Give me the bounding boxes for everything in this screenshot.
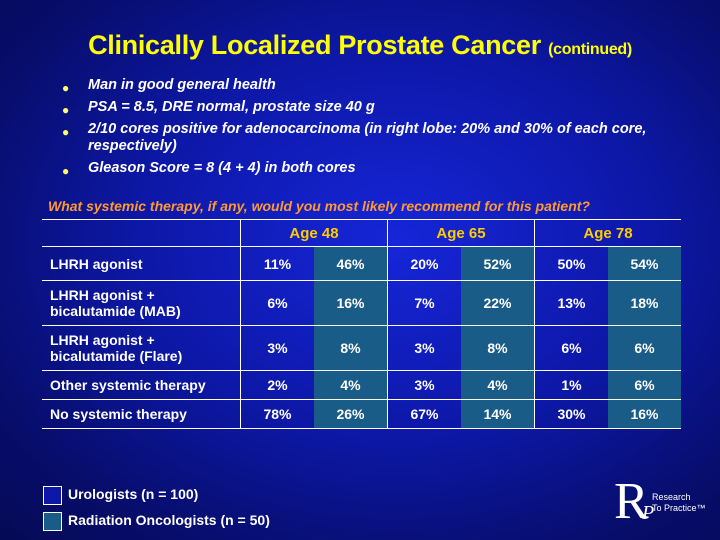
- cell-urologists-48: 2%: [240, 370, 314, 400]
- bullet-icon: ●: [62, 125, 70, 139]
- cell-radonc-78: 18%: [608, 280, 681, 326]
- table-row: LHRH agonist 11% 46% 20% 52% 50% 54%: [42, 246, 681, 281]
- cell-urologists-78: 50%: [534, 246, 608, 281]
- cell-radonc-78: 16%: [608, 399, 681, 429]
- cell-urologists-65: 20%: [387, 246, 461, 281]
- table-row: LHRH agonist + bicalutamide (Flare) 3% 8…: [42, 325, 681, 371]
- cell-urologists-78: 30%: [534, 399, 608, 429]
- bullet-icon: ●: [62, 81, 70, 95]
- slide-title-sub: (continued): [548, 41, 632, 58]
- header-blank-cell: [42, 219, 241, 247]
- table-row: No systemic therapy 78% 26% 67% 14% 30% …: [42, 399, 681, 429]
- row-label: No systemic therapy: [42, 399, 241, 429]
- bullet-icon: ●: [62, 164, 70, 178]
- cell-radonc-78: 6%: [608, 325, 681, 371]
- legend-urologists: Urologists (n = 100): [43, 486, 198, 505]
- table-row: LHRH agonist + bicalutamide (MAB) 6% 16%…: [42, 280, 681, 326]
- cell-urologists-78: 1%: [534, 370, 608, 400]
- legend-label: Radiation Oncologists (n = 50): [68, 512, 270, 529]
- header-age-48: Age 48: [240, 219, 388, 247]
- cell-urologists-65: 7%: [387, 280, 461, 326]
- bullet-text: PSA = 8.5, DRE normal, prostate size 40 …: [88, 99, 375, 115]
- row-label: Other systemic therapy: [42, 370, 241, 400]
- cell-radonc-48: 46%: [314, 246, 388, 281]
- header-age-78: Age 78: [534, 219, 681, 247]
- bullet-icon: ●: [62, 103, 70, 117]
- cell-radonc-65: 14%: [461, 399, 535, 429]
- table-header-row: Age 48 Age 65 Age 78: [42, 219, 681, 247]
- cell-radonc-65: 4%: [461, 370, 535, 400]
- header-age-65: Age 65: [387, 219, 535, 247]
- bullet-item: ● Man in good general health: [62, 77, 662, 95]
- bullet-item: ● PSA = 8.5, DRE normal, prostate size 40…: [62, 99, 662, 117]
- row-label: LHRH agonist: [42, 246, 241, 281]
- legend-swatch-urologists: [43, 486, 62, 505]
- cell-urologists-65: 67%: [387, 399, 461, 429]
- cell-radonc-78: 6%: [608, 370, 681, 400]
- logo-text-line1: Research: [652, 492, 691, 502]
- cell-urologists-48: 6%: [240, 280, 314, 326]
- cell-urologists-65: 3%: [387, 370, 461, 400]
- table-row: Other systemic therapy 2% 4% 3% 4% 1% 6%: [42, 370, 681, 400]
- legend-radiation-oncologists: Radiation Oncologists (n = 50): [43, 512, 270, 531]
- cell-urologists-48: 11%: [240, 246, 314, 281]
- cell-radonc-48: 4%: [314, 370, 388, 400]
- legend-swatch-radonc: [43, 512, 62, 531]
- slide-title-main: Clinically Localized Prostate Cancer: [88, 30, 541, 60]
- results-table: Age 48 Age 65 Age 78 LHRH agonist 11% 46…: [42, 219, 681, 429]
- bullet-text: Gleason Score = 8 (4 + 4) in both cores: [88, 160, 356, 176]
- slide-title: Clinically Localized Prostate Cancer (co…: [0, 30, 720, 61]
- row-label: LHRH agonist + bicalutamide (MAB): [42, 280, 241, 326]
- cell-urologists-48: 3%: [240, 325, 314, 371]
- cell-urologists-78: 13%: [534, 280, 608, 326]
- cell-radonc-48: 16%: [314, 280, 388, 326]
- legend-label: Urologists (n = 100): [68, 486, 199, 503]
- cell-urologists-65: 3%: [387, 325, 461, 371]
- bullet-text: Man in good general health: [88, 77, 276, 93]
- logo-letter-p: P: [642, 502, 655, 524]
- cell-urologists-78: 6%: [534, 325, 608, 371]
- cell-radonc-65: 52%: [461, 246, 535, 281]
- bullet-text: 2/10 cores positive for adenocarcinoma (…: [88, 121, 647, 154]
- research-to-practice-logo: R P Research To Practice™: [614, 473, 714, 530]
- cell-radonc-65: 22%: [461, 280, 535, 326]
- survey-question: What systemic therapy, if any, would you…: [48, 198, 590, 214]
- cell-radonc-78: 54%: [608, 246, 681, 281]
- cell-radonc-48: 26%: [314, 399, 388, 429]
- cell-urologists-48: 78%: [240, 399, 314, 429]
- cell-radonc-48: 8%: [314, 325, 388, 371]
- logo-text-line2: To Practice™: [652, 503, 706, 513]
- bullet-item: ● Gleason Score = 8 (4 + 4) in both cores: [62, 160, 662, 178]
- bullet-item: ● 2/10 cores positive for adenocarcinoma …: [62, 121, 662, 155]
- row-label: LHRH agonist + bicalutamide (Flare): [42, 325, 241, 371]
- case-bullet-list: ● Man in good general health ● PSA = 8.5, …: [62, 77, 662, 182]
- logo-letter-r: R: [614, 473, 649, 530]
- cell-radonc-65: 8%: [461, 325, 535, 371]
